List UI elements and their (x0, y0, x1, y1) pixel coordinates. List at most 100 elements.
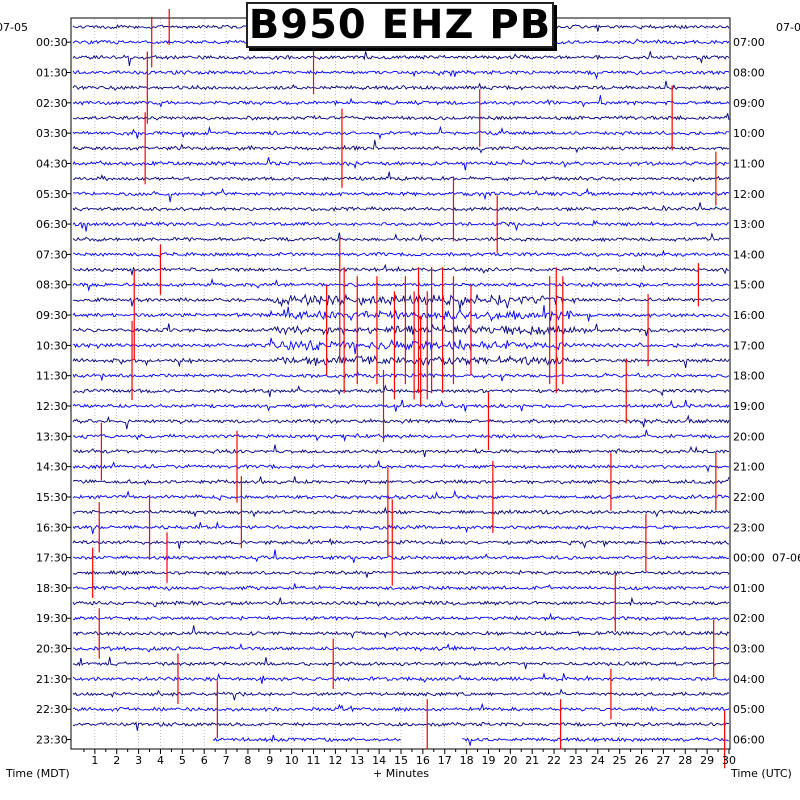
plot-frame (70, 17, 731, 750)
trace-row (72, 414, 730, 430)
left-time-label: 17:30 (36, 552, 68, 565)
x-tick-label: 24 (591, 754, 605, 767)
right-time-label: 20:00 (733, 430, 765, 443)
trace-row (73, 113, 730, 121)
title-box: B950 EHZ PB (246, 2, 554, 48)
right-time-label: 18:00 (733, 370, 765, 383)
trace-row (72, 80, 730, 91)
x-tick-label: 10 (285, 754, 299, 767)
x-tick-label: 25 (613, 754, 627, 767)
left-time-label: 02:30 (36, 97, 68, 110)
right-time-label: 04:00 (733, 673, 765, 686)
left-time-label: 15:30 (36, 491, 68, 504)
right-time-label: 17:00 (733, 339, 765, 352)
x-tick-label: 14 (372, 754, 386, 767)
right-time-label: 05:00 (733, 703, 765, 716)
trace-row (72, 95, 730, 108)
trace-row (72, 370, 730, 382)
left-time-label: 22:30 (36, 703, 68, 716)
left-time-label: 09:30 (36, 309, 68, 322)
right-time-label: 01:00 (733, 582, 765, 595)
x-tick-label: 9 (266, 754, 273, 767)
trace-row (72, 69, 730, 80)
trace-row (72, 219, 730, 232)
trace-row (73, 444, 730, 457)
right-time-labels: 07:00 08:00 09:00 10:00 11:00 12:00 13:00 14:00… (733, 36, 800, 746)
right-time-label: 22:00 (733, 491, 765, 504)
trace-row (72, 672, 730, 684)
trace-row (72, 583, 730, 591)
x-tick-label: 4 (157, 754, 164, 767)
trace-row (72, 157, 730, 171)
trace-row (72, 304, 730, 322)
x-tick-label: 15 (394, 754, 408, 767)
trace-row (72, 384, 730, 397)
x-tick-label: 21 (525, 754, 539, 767)
right-time-label: 03:00 (733, 643, 765, 656)
trace-row (73, 625, 730, 639)
left-time-labels: 00:30 01:30 02:30 03:30 04:30 05:30 06:30 07:30… (36, 36, 71, 747)
right-time-label: 06:00 (733, 734, 765, 747)
left-time-label: 19:30 (36, 612, 68, 625)
left-time-label: 05:30 (36, 188, 68, 201)
trace-row (72, 688, 730, 701)
x-tick-label: 23 (569, 754, 583, 767)
trace-row (72, 429, 730, 443)
x-tick-label: 28 (678, 754, 692, 767)
trace-row (72, 263, 730, 276)
trace-row (72, 202, 730, 212)
x-tick-label: 7 (223, 754, 230, 767)
right-time-label: 23:00 (733, 521, 765, 534)
x-tick-label: 17 (438, 754, 452, 767)
trace-row (72, 702, 730, 713)
right-time-label: 09:00 (733, 97, 765, 110)
x-tick-label: 2 (113, 754, 120, 767)
trace-row (72, 537, 730, 549)
trace-row (72, 232, 730, 243)
left-axis-label: Time (MDT) (5, 767, 70, 780)
right-time-label: 08:00 (733, 66, 765, 79)
x-tick-label: 20 (503, 754, 517, 767)
left-time-label: 10:30 (36, 339, 68, 352)
trace-row (462, 736, 729, 746)
left-time-label: 11:30 (36, 370, 68, 383)
right-time-label: 21:00 (733, 461, 765, 474)
trace-row (72, 506, 730, 518)
left-time-label: 07:30 (36, 248, 68, 261)
x-tick-label: 1 (91, 754, 98, 767)
right-time-label: 07:00 (733, 36, 765, 49)
trace-row (73, 643, 730, 653)
trace-row (72, 277, 730, 292)
left-time-label: 04:30 (36, 157, 68, 170)
trace-row (72, 354, 730, 368)
right-time-label: 19:00 (733, 400, 765, 413)
x-axis-label: + Minutes (373, 767, 429, 780)
event-spikes (92, 9, 726, 769)
trace-row (72, 171, 730, 183)
trace-row (72, 51, 730, 66)
x-tick-label: 30 (722, 754, 736, 767)
trace-row (72, 293, 730, 310)
left-time-label: 18:30 (36, 582, 68, 595)
trace-row (73, 337, 730, 355)
right-time-label: 02:00 (733, 612, 765, 625)
trace-row (72, 125, 730, 140)
left-time-label: 14:30 (36, 461, 68, 474)
x-tick-label: 29 (700, 754, 714, 767)
trace-row (73, 249, 730, 258)
trace-row (212, 734, 401, 743)
right-time-label: 16:00 (733, 309, 765, 322)
left-time-label: 13:30 (36, 430, 68, 443)
chart-title: B950 EHZ PB (248, 2, 552, 48)
x-tick-label: 8 (244, 754, 251, 767)
x-tick-label: 16 (416, 754, 430, 767)
left-time-label: 20:30 (36, 643, 68, 656)
x-tick-label: 11 (307, 754, 321, 767)
right-date-marker: 07-06 (772, 552, 800, 565)
x-tick-label: 18 (460, 754, 474, 767)
x-tick-label: 5 (179, 754, 186, 767)
x-tick-label: 12 (328, 754, 342, 767)
right-time-label: 00:00 (733, 552, 765, 565)
x-tick-label: 26 (635, 754, 649, 767)
